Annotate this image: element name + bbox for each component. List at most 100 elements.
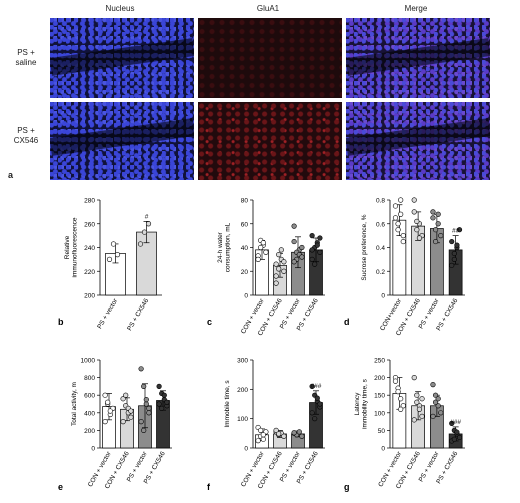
data-point: [314, 242, 320, 248]
data-point: [137, 241, 144, 247]
data-point: [255, 438, 261, 444]
data-point: [120, 419, 126, 425]
data-point: [102, 419, 108, 425]
data-point: [309, 410, 315, 416]
y-tick-label: 0: [381, 446, 385, 453]
y-tick-label: 20: [241, 269, 249, 276]
y-tick-label: 0: [244, 293, 248, 300]
data-point: [451, 436, 457, 442]
data-point: [299, 254, 305, 260]
data-point: [395, 221, 401, 227]
data-point: [260, 436, 266, 442]
micrograph-merge-saline: [346, 18, 490, 98]
y-tick-label: 200: [84, 428, 95, 435]
data-point: [395, 227, 401, 233]
data-point: [164, 399, 170, 405]
data-point: [435, 403, 441, 409]
data-point: [105, 399, 111, 405]
data-point: [414, 227, 420, 233]
y-tick-label: 600: [84, 393, 95, 400]
data-point: [395, 389, 401, 395]
data-point: [114, 252, 121, 258]
y-tick-label: 220: [84, 269, 95, 276]
y-tick-label: 100: [237, 416, 248, 423]
data-point: [143, 401, 149, 407]
y-tick-label: 150: [374, 393, 385, 400]
data-point: [456, 227, 463, 233]
y-tick-label: 250: [374, 358, 385, 365]
y-tick-label: 100: [374, 410, 385, 417]
data-point: [430, 382, 436, 388]
data-point: [411, 375, 417, 381]
panel-letter-f: f: [207, 482, 211, 492]
data-point: [432, 227, 439, 233]
data-point: [392, 203, 399, 209]
y-axis-label-line: consumption, mL: [225, 222, 232, 272]
data-point: [146, 405, 152, 412]
data-point: [128, 414, 134, 420]
panel-letter-a: a: [8, 170, 14, 180]
data-point: [392, 378, 399, 384]
data-point: [317, 249, 323, 255]
data-point: [273, 261, 279, 267]
data-point: [141, 229, 148, 235]
column-title-merge: Merge: [404, 4, 428, 13]
data-point: [392, 215, 399, 221]
data-point: [414, 392, 420, 398]
y-axis-label: Latencyimmobility time, s: [354, 378, 369, 429]
data-point: [291, 238, 297, 245]
data-point: [309, 256, 315, 262]
data-point: [454, 242, 460, 248]
x-tick-label: PS + CX546: [126, 297, 150, 332]
data-point: [438, 410, 444, 416]
data-point: [432, 392, 439, 398]
y-axis-label: Total activity, m: [71, 382, 78, 426]
data-point: [314, 395, 320, 401]
data-point: [411, 417, 417, 423]
data-point: [398, 396, 404, 402]
data-point: [276, 252, 282, 258]
data-point: [416, 235, 423, 241]
data-point: [106, 256, 113, 262]
panel-letter-b: b: [58, 317, 64, 327]
data-point: [414, 399, 420, 405]
x-tick-label: PS + vector: [96, 297, 119, 330]
data-point: [438, 233, 444, 239]
row-label-cx546: PS + CX546: [13, 126, 39, 145]
data-point: [400, 238, 406, 245]
y-tick-label: 400: [84, 410, 95, 417]
data-point: [309, 233, 315, 239]
data-point: [451, 250, 457, 257]
chart-panel-b: 200 220 240 260 280 Relativeimmunofluorescenc…: [58, 198, 162, 332]
y-tick-label: 300: [237, 358, 248, 365]
data-point: [456, 434, 463, 441]
data-point: [398, 406, 404, 412]
y-axis-label-line: Sucrose preference, %: [361, 214, 368, 280]
data-point: [430, 215, 436, 221]
data-point: [398, 197, 404, 203]
y-tick-label: 260: [84, 221, 95, 228]
y-tick-label: 40: [241, 245, 249, 252]
y-tick-label: 0: [381, 293, 385, 300]
y-tick-label: 200: [374, 375, 385, 382]
data-point: [312, 261, 318, 267]
data-point: [281, 268, 287, 274]
data-point: [411, 197, 417, 203]
y-tick-label: 60: [241, 221, 249, 228]
data-point: [128, 408, 134, 414]
data-point: [449, 262, 455, 268]
data-point: [430, 209, 436, 215]
data-point: [296, 429, 302, 435]
y-tick-label: 0.2: [376, 269, 385, 276]
significance-label: ##: [452, 228, 460, 235]
y-tick-label: 0.6: [376, 221, 385, 228]
row-label-saline: PS + saline: [15, 48, 37, 67]
column-title-nucleus: Nucleus: [105, 4, 135, 13]
data-point: [138, 419, 144, 425]
y-axis-label: 24-h waterconsumption, mL: [217, 222, 232, 272]
panel-letter-e: e: [58, 482, 63, 492]
y-tick-label: 50: [378, 428, 386, 435]
y-axis-label-line: immunofluorescence: [72, 217, 79, 277]
data-point: [312, 416, 318, 422]
